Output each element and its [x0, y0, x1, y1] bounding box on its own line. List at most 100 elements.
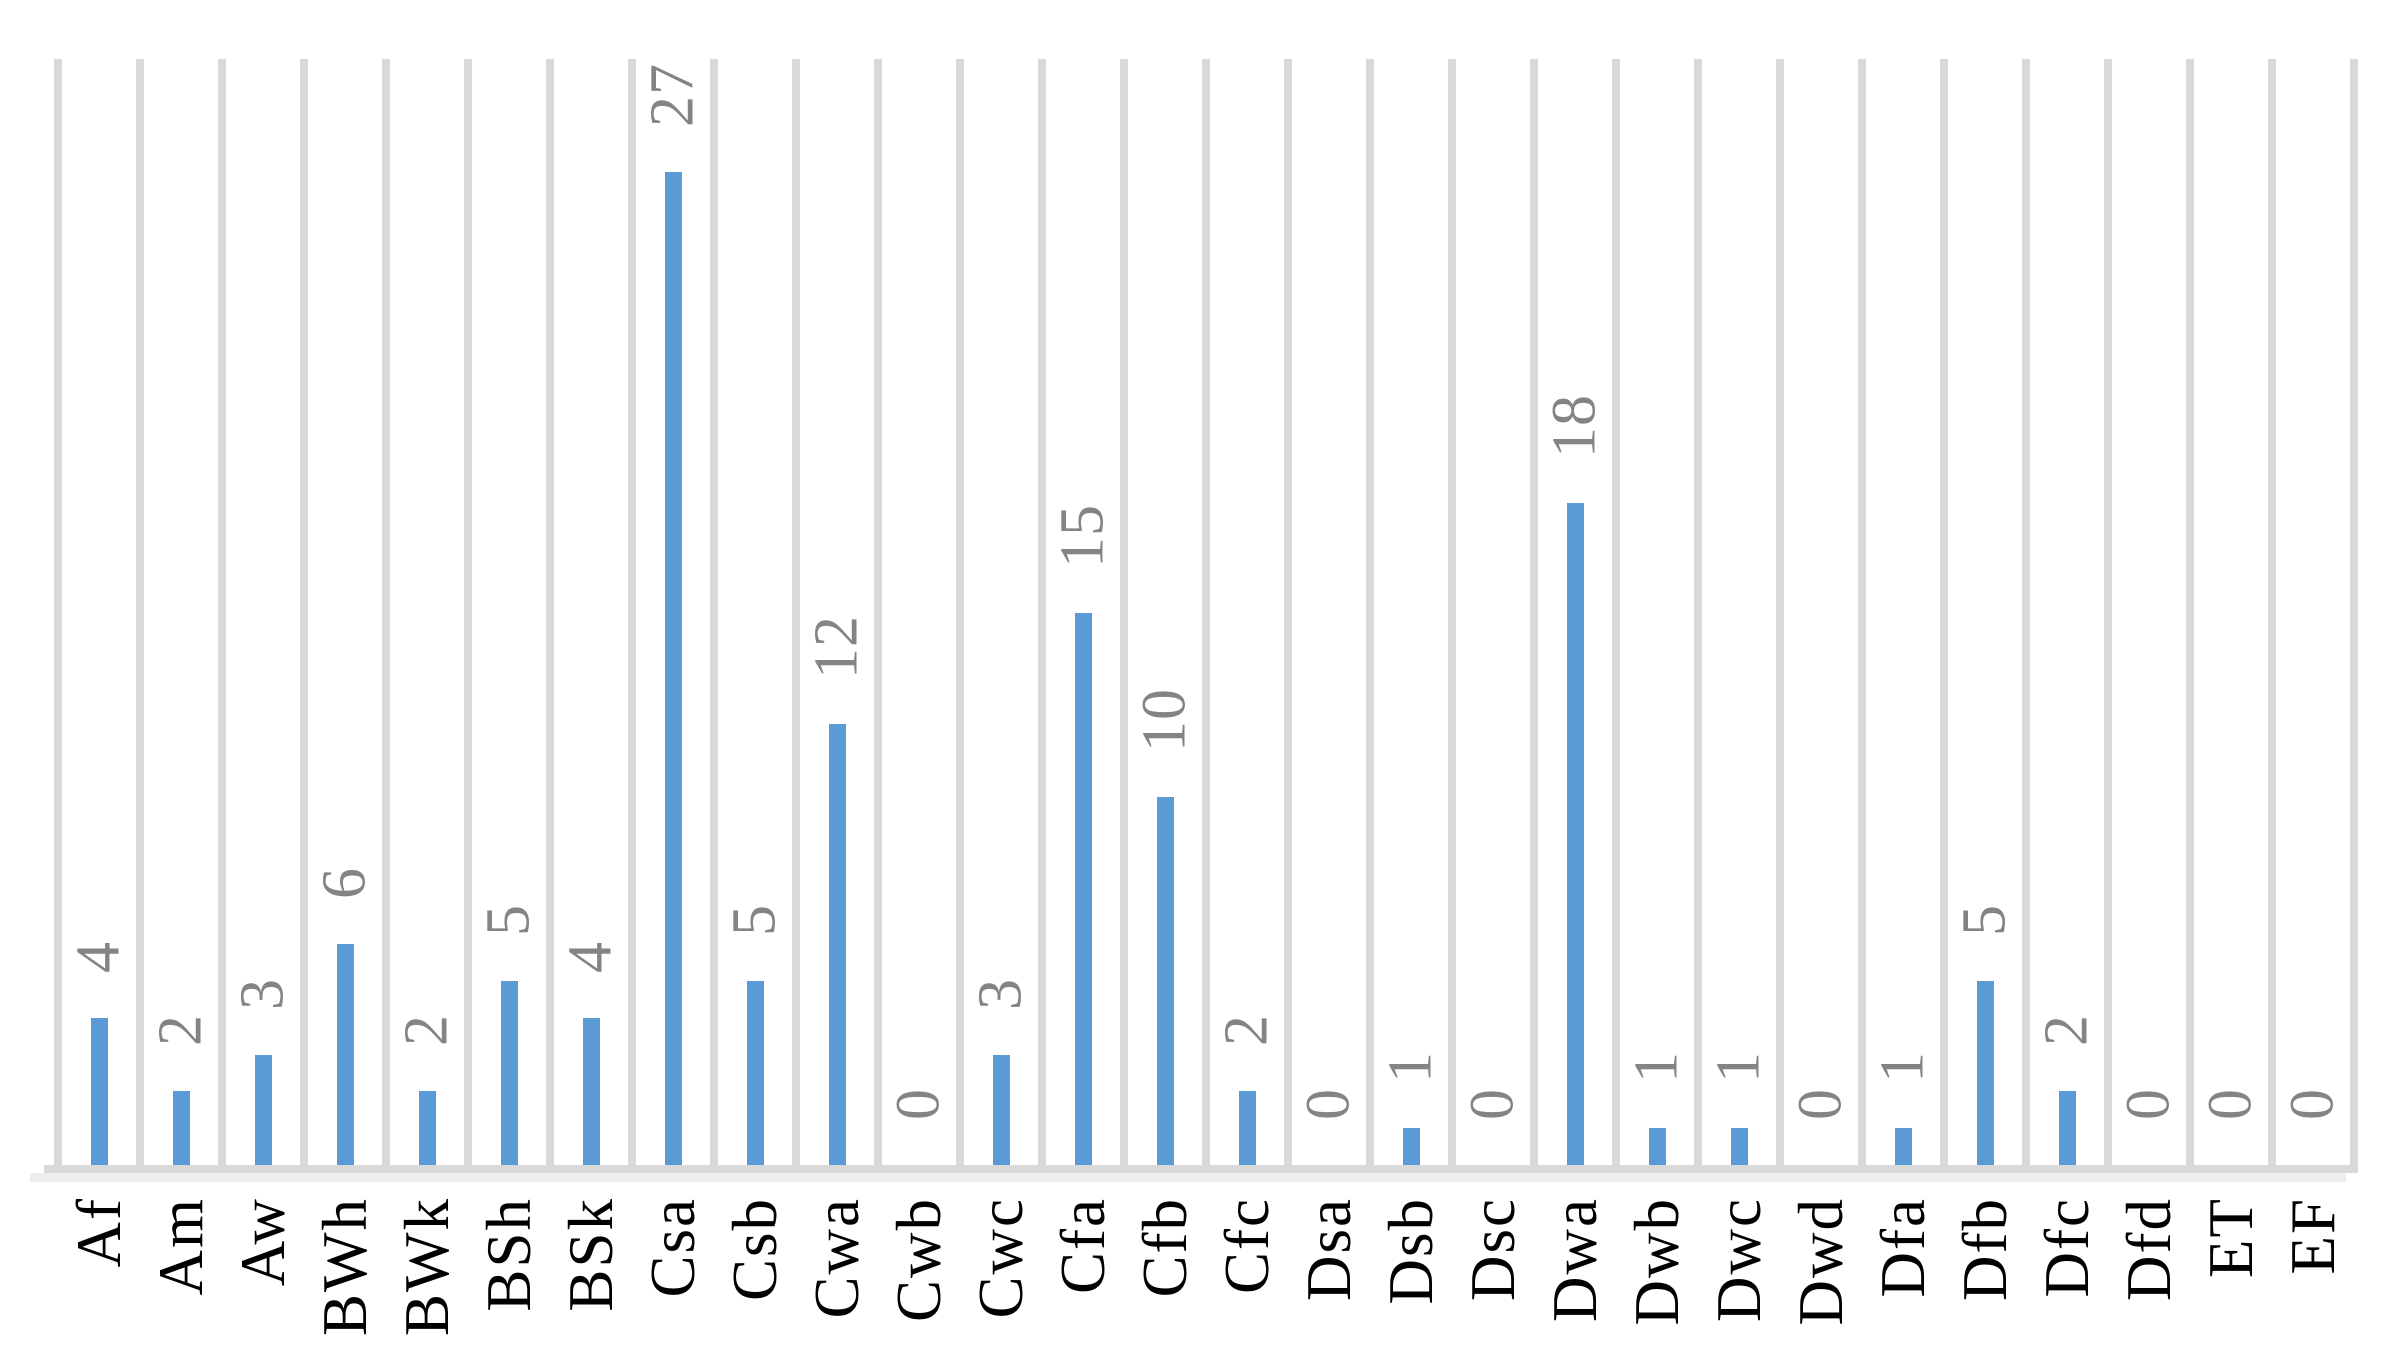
category-label-Cwa: Cwa	[801, 1197, 872, 1319]
bar-BSk	[582, 1017, 600, 1165]
category-label-BSk: BSk	[555, 1197, 626, 1312]
value-label-Af: 4	[64, 940, 133, 973]
value-label-Dwc: 1	[1704, 1051, 1773, 1084]
bar-Cwc	[992, 1054, 1010, 1165]
bar-BWk	[418, 1091, 436, 1165]
bar-BSh	[500, 981, 518, 1165]
category-label-Dfc: Dfc	[2031, 1197, 2102, 1298]
category-label-Af: Af	[63, 1197, 134, 1268]
bar-Dwc	[1730, 1128, 1748, 1165]
gridline	[218, 59, 226, 1173]
gridline	[1038, 59, 1046, 1173]
value-label-BSh: 5	[474, 904, 543, 937]
category-label-Cwb: Cwb	[883, 1197, 954, 1323]
gridline	[1612, 59, 1620, 1173]
value-label-Cfb: 10	[1130, 688, 1199, 753]
value-label-BSk: 4	[556, 940, 625, 973]
category-label-ET: ET	[2195, 1197, 2266, 1278]
value-label-ET: 0	[2196, 1088, 2265, 1120]
category-label-BWh: BWh	[309, 1197, 380, 1336]
gridline	[1776, 59, 1784, 1173]
category-label-BWk: BWk	[391, 1197, 462, 1336]
gridline	[1858, 59, 1866, 1173]
value-label-BWh: 6	[310, 867, 379, 900]
bar-Dfc	[2058, 1091, 2076, 1165]
category-label-Dfa: Dfa	[1867, 1197, 1938, 1298]
bar-Cwa	[828, 723, 846, 1165]
value-label-Dwd: 0	[1786, 1088, 1855, 1120]
bar-Am	[172, 1091, 190, 1165]
category-label-Aw: Aw	[227, 1197, 298, 1287]
gridline	[546, 59, 554, 1173]
bar-Aw	[254, 1054, 272, 1165]
gridline	[956, 59, 964, 1173]
gridline	[1694, 59, 1702, 1173]
category-label-EF: EF	[2277, 1197, 2348, 1275]
value-label-Dfd: 0	[2114, 1088, 2183, 1120]
category-label-BSh: BSh	[473, 1197, 544, 1312]
bar-Cfa	[1074, 613, 1092, 1165]
value-label-Cwa: 12	[802, 614, 871, 679]
gridline	[792, 59, 800, 1173]
bar-Cfc	[1238, 1091, 1256, 1165]
category-label-Dwd: Dwd	[1785, 1197, 1856, 1326]
value-label-Dsb: 1	[1376, 1051, 1445, 1084]
gridline	[1366, 59, 1374, 1173]
value-label-Cwb: 0	[884, 1088, 953, 1120]
gridline	[2186, 59, 2194, 1173]
bar-Dfa	[1894, 1128, 1912, 1165]
value-label-Csb: 5	[720, 904, 789, 937]
value-label-Dwb: 1	[1622, 1051, 1691, 1084]
gridline	[1120, 59, 1128, 1173]
gridline	[300, 59, 308, 1173]
value-label-Cwc: 3	[966, 977, 1035, 1010]
category-label-Dsa: Dsa	[1293, 1197, 1364, 1301]
bar-Dsb	[1402, 1128, 1420, 1165]
x-axis-line	[44, 1165, 2358, 1173]
gridline	[1202, 59, 1210, 1173]
bar-Dfb	[1976, 981, 1994, 1165]
gridline	[2022, 59, 2030, 1173]
category-label-Dwc: Dwc	[1703, 1197, 1774, 1322]
category-label-Dfb: Dfb	[1949, 1197, 2020, 1301]
gridline	[1284, 59, 1292, 1173]
gridline	[1448, 59, 1456, 1173]
value-label-EF: 0	[2278, 1088, 2347, 1120]
gridline	[382, 59, 390, 1173]
category-label-Am: Am	[145, 1197, 216, 1296]
bar-Cfb	[1156, 797, 1174, 1165]
value-label-Dfb: 5	[1950, 904, 2019, 937]
bar-Af	[90, 1017, 108, 1165]
category-label-Dsb: Dsb	[1375, 1197, 1446, 1305]
category-label-Dsc: Dsc	[1457, 1197, 1528, 1301]
category-label-Dwa: Dwa	[1539, 1197, 1610, 1322]
category-label-Csb: Csb	[719, 1197, 790, 1302]
bar-Csa	[664, 172, 682, 1165]
gridline	[710, 59, 718, 1173]
value-label-Dwa: 18	[1540, 394, 1609, 458]
bar-Dwa	[1566, 503, 1584, 1165]
category-label-Cfb: Cfb	[1129, 1197, 1200, 1298]
x-axis-shadow	[30, 1173, 2346, 1182]
value-label-Csa: 27	[638, 63, 707, 127]
gridline	[464, 59, 472, 1173]
value-label-BWk: 2	[392, 1014, 461, 1047]
value-label-Aw: 3	[228, 977, 297, 1010]
value-label-Dfa: 1	[1868, 1051, 1937, 1084]
gridline	[54, 59, 62, 1173]
category-label-Cfa: Cfa	[1047, 1197, 1118, 1294]
gridline	[2268, 59, 2276, 1173]
category-label-Cwc: Cwc	[965, 1197, 1036, 1319]
gridline	[2350, 59, 2358, 1173]
category-label-Cfc: Cfc	[1211, 1197, 1282, 1294]
value-label-Dfc: 2	[2032, 1014, 2101, 1047]
bar-Dwb	[1648, 1128, 1666, 1165]
value-label-Am: 2	[146, 1014, 215, 1047]
bar-Csb	[746, 981, 764, 1165]
gridline	[628, 59, 636, 1173]
gridline	[1940, 59, 1948, 1173]
category-label-Dwb: Dwb	[1621, 1197, 1692, 1326]
value-label-Cfa: 15	[1048, 504, 1117, 569]
bar-BWh	[336, 944, 354, 1165]
